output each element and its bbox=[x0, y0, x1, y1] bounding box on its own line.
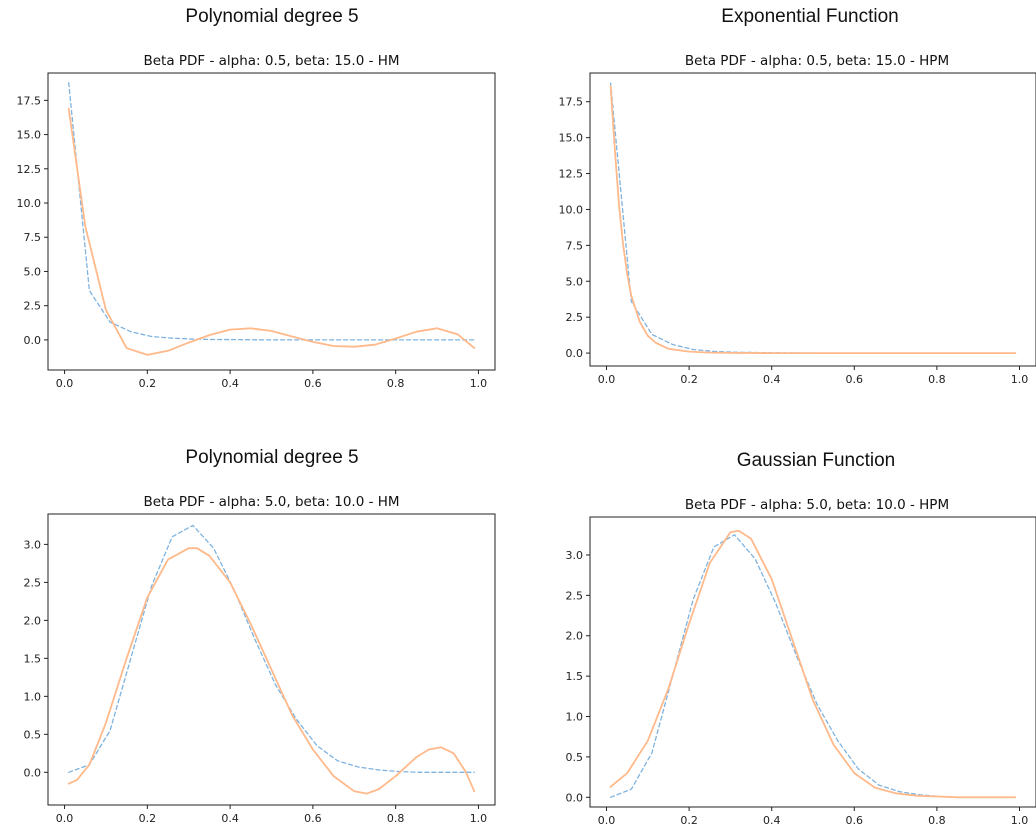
x-tick-label: 1.0 bbox=[470, 377, 488, 390]
x-tick-label: 0.6 bbox=[304, 812, 322, 825]
x-tick-label: 0.8 bbox=[387, 377, 405, 390]
y-tick-label: 0.0 bbox=[566, 347, 584, 360]
x-tick-label: 0.4 bbox=[221, 377, 239, 390]
x-tick-label: 0.6 bbox=[304, 377, 322, 390]
y-tick-label: 2.5 bbox=[566, 311, 584, 324]
axes-frame bbox=[47, 513, 496, 806]
chart-heading: Exponential Function bbox=[721, 6, 899, 27]
y-tick-label: 17.5 bbox=[17, 94, 42, 107]
observed-series-line bbox=[68, 524, 475, 773]
chart-heading: Polynomial degree 5 bbox=[185, 447, 359, 468]
y-tick-label: 3.0 bbox=[566, 549, 584, 562]
x-tick-label: 0.6 bbox=[846, 814, 864, 827]
y-tick-label: 12.5 bbox=[17, 163, 42, 176]
y-tick-label: 10.0 bbox=[17, 197, 42, 210]
y-tick-label: 1.5 bbox=[566, 670, 584, 683]
y-tick-label: 15.0 bbox=[559, 132, 584, 145]
y-tick-label: 0.0 bbox=[566, 791, 584, 804]
axes-frame bbox=[589, 516, 1036, 808]
x-tick-label: 0.4 bbox=[763, 814, 781, 827]
chart-heading: Polynomial degree 5 bbox=[185, 6, 359, 27]
x-tick-label: 0.0 bbox=[598, 814, 616, 827]
x-tick-label: 0.8 bbox=[928, 373, 946, 386]
x-tick-label: 0.4 bbox=[763, 373, 781, 386]
x-tick-label: 0.0 bbox=[56, 377, 74, 390]
fitted-series-line bbox=[609, 85, 1017, 355]
y-tick-label: 2.5 bbox=[566, 589, 584, 602]
y-tick-label: 0.0 bbox=[24, 766, 42, 779]
y-tick-label: 0.5 bbox=[24, 728, 42, 741]
y-tick-label: 1.5 bbox=[24, 652, 42, 665]
x-tick-label: 0.0 bbox=[56, 812, 74, 825]
y-tick-label: 1.0 bbox=[24, 690, 42, 703]
y-tick-label: 2.0 bbox=[566, 630, 584, 643]
chart-subtitle: Beta PDF - alpha: 0.5, beta: 15.0 - HM bbox=[143, 53, 399, 69]
y-tick-label: 5.0 bbox=[566, 275, 584, 288]
chart-subtitle: Beta PDF - alpha: 5.0, beta: 10.0 - HM bbox=[143, 494, 399, 510]
x-tick-label: 0.2 bbox=[680, 373, 698, 386]
y-tick-label: 0.0 bbox=[24, 334, 42, 347]
y-tick-label: 3.0 bbox=[24, 538, 42, 551]
y-tick-label: 7.5 bbox=[24, 231, 42, 244]
y-tick-label: 2.0 bbox=[24, 614, 42, 627]
y-tick-label: 12.5 bbox=[559, 168, 584, 181]
y-tick-label: 2.5 bbox=[24, 300, 42, 313]
y-tick-label: 0.5 bbox=[566, 751, 584, 764]
x-tick-label: 1.0 bbox=[1011, 814, 1029, 827]
x-tick-label: 0.2 bbox=[139, 377, 157, 390]
observed-series-line bbox=[68, 81, 475, 341]
chart-heading: Gaussian Function bbox=[736, 450, 896, 471]
x-tick-label: 0.8 bbox=[387, 812, 405, 825]
y-tick-label: 5.0 bbox=[24, 265, 42, 278]
axes-frame bbox=[589, 72, 1036, 367]
x-tick-label: 0.0 bbox=[598, 373, 616, 386]
y-tick-label: 2.5 bbox=[24, 576, 42, 589]
x-tick-label: 1.0 bbox=[1011, 373, 1029, 386]
x-tick-label: 0.6 bbox=[846, 373, 864, 386]
observed-series-line bbox=[609, 534, 1017, 798]
y-tick-label: 17.5 bbox=[559, 96, 584, 109]
fitted-series-line bbox=[67, 547, 476, 795]
fitted-series-line bbox=[67, 107, 476, 356]
y-tick-label: 10.0 bbox=[559, 203, 584, 216]
x-tick-label: 0.2 bbox=[680, 814, 698, 827]
y-tick-label: 15.0 bbox=[17, 129, 42, 142]
y-tick-label: 7.5 bbox=[566, 239, 584, 252]
x-tick-label: 0.2 bbox=[139, 812, 157, 825]
x-tick-label: 1.0 bbox=[470, 812, 488, 825]
chart-subtitle: Beta PDF - alpha: 5.0, beta: 10.0 - HPM bbox=[685, 497, 949, 513]
axes-frame bbox=[47, 72, 496, 371]
fitted-series-line bbox=[609, 529, 1017, 799]
x-tick-label: 0.4 bbox=[221, 812, 239, 825]
y-tick-label: 1.0 bbox=[566, 711, 584, 724]
x-tick-label: 0.8 bbox=[928, 814, 946, 827]
chart-subtitle: Beta PDF - alpha: 0.5, beta: 15.0 - HPM bbox=[685, 53, 949, 69]
